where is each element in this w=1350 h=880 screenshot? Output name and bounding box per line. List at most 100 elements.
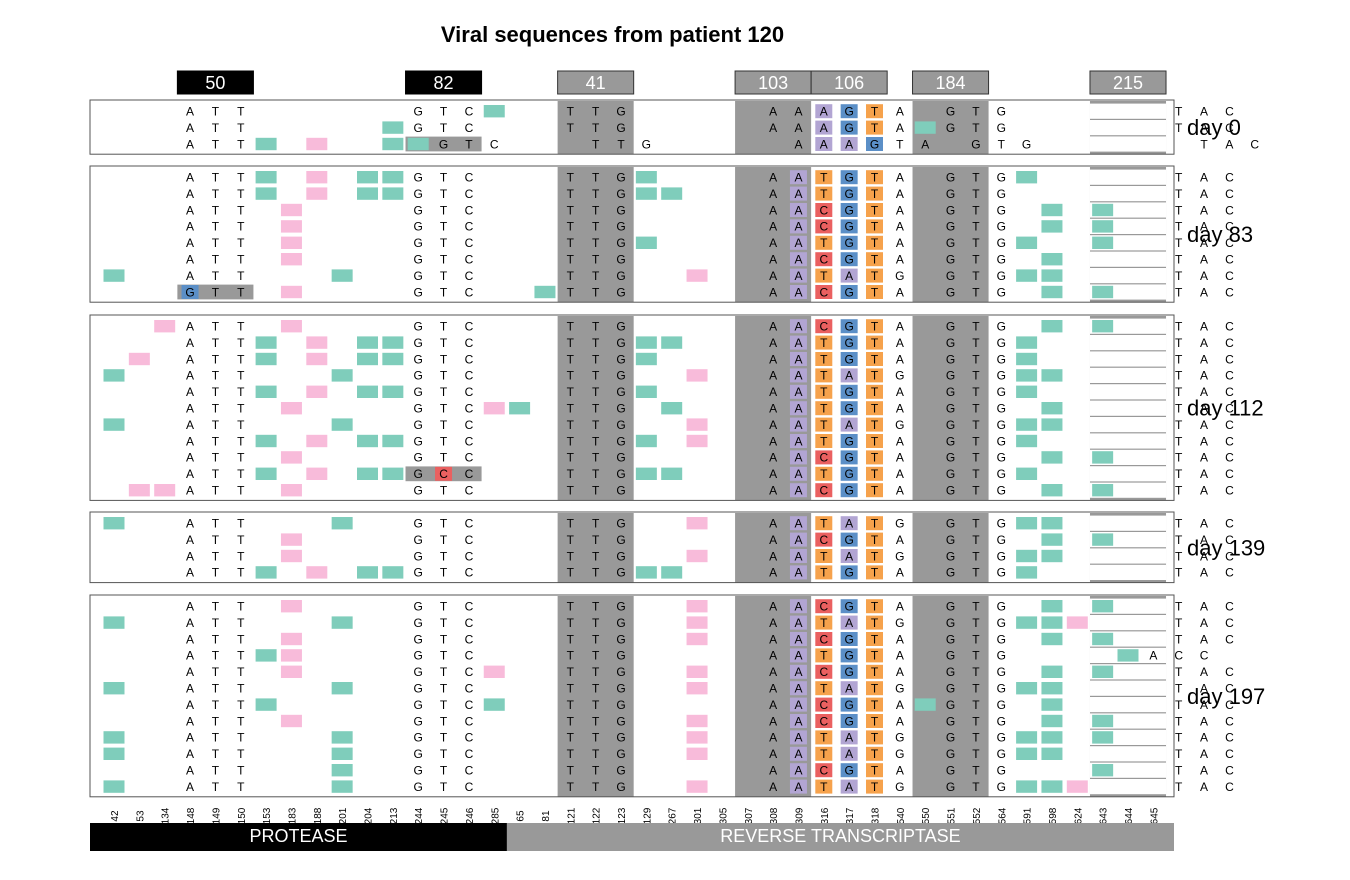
nucleotide-T: T — [212, 451, 220, 465]
nucleotide-G: G — [997, 320, 1006, 334]
nucleotide-G: G — [997, 187, 1006, 201]
nucleotide-A: A — [186, 616, 194, 630]
nucleotide-A: A — [896, 320, 904, 334]
nucleotide-A: A — [769, 187, 777, 201]
nucleotide-T: T — [237, 764, 245, 778]
nucleotide-G: G — [895, 269, 904, 283]
nucleotide-cell-C — [815, 697, 833, 712]
nucleotide-G: G — [414, 698, 423, 712]
position-label: 245 — [440, 807, 451, 824]
nucleotide-T: T — [237, 698, 245, 712]
nucleotide-A: A — [186, 434, 194, 448]
nucleotide-cell-T — [815, 466, 833, 481]
nucleotide-C: C — [1225, 434, 1234, 448]
nucleotide-C: C — [1225, 484, 1234, 498]
nucleotide-G: G — [616, 780, 625, 794]
nucleotide-T: T — [871, 451, 879, 465]
nucleotide-cell-T — [866, 401, 883, 416]
nucleotide-C: C — [1174, 649, 1183, 663]
nucleotide-cell-T — [866, 219, 883, 234]
nucleotide-cell-T — [866, 648, 883, 663]
nucleotide-C: C — [1225, 171, 1234, 185]
nucleotide-A: A — [769, 352, 777, 366]
nucleotide-C: C — [1225, 369, 1234, 383]
nucleotide-G: G — [997, 698, 1006, 712]
mutation-mark-high — [255, 467, 277, 480]
mutation-mark-high — [1092, 764, 1114, 777]
nucleotide-T: T — [567, 121, 575, 135]
mutant-codon-bg — [1089, 400, 1167, 416]
nucleotide-cell-A — [789, 434, 807, 448]
nucleotide-T: T — [212, 336, 220, 350]
mutation-mark-high — [1016, 269, 1038, 282]
nucleotide-cell-C — [815, 664, 833, 679]
nucleotide-T: T — [592, 285, 600, 299]
nucleotide-T: T — [440, 385, 448, 399]
nucleotide-G: G — [870, 137, 879, 151]
nucleotide-A: A — [896, 632, 904, 646]
nucleotide-C: C — [465, 533, 474, 547]
nucleotide-A: A — [186, 369, 194, 383]
nucleotide-G: G — [616, 253, 625, 267]
nucleotide-A: A — [1200, 385, 1208, 399]
nucleotide-A: A — [1200, 121, 1208, 135]
nucleotide-T: T — [237, 434, 245, 448]
nucleotide-G: G — [946, 566, 955, 580]
nucleotide-A: A — [896, 236, 904, 250]
mutation-mark-high — [1041, 269, 1063, 282]
mutation-mark-low — [154, 320, 176, 333]
position-label: 148 — [186, 807, 197, 824]
nucleotide-A: A — [769, 385, 777, 399]
nucleotide-A: A — [794, 137, 802, 151]
nucleotide-A: A — [820, 121, 828, 135]
nucleotide-T: T — [440, 236, 448, 250]
nucleotide-A: A — [186, 402, 194, 416]
mutant-codon-bg — [1089, 466, 1167, 482]
nucleotide-G: G — [946, 203, 955, 217]
mutation-mark-high — [635, 385, 657, 398]
nucleotide-G: G — [946, 352, 955, 366]
nucleotide-G: G — [844, 632, 853, 646]
nucleotide-cell-G — [840, 203, 858, 217]
nucleotide-G: G — [946, 402, 955, 416]
nucleotide-cell-G — [840, 235, 858, 250]
nucleotide-T: T — [592, 451, 600, 465]
nucleotide-T: T — [212, 385, 220, 399]
nucleotide-T: T — [212, 600, 220, 614]
nucleotide-cell-T — [866, 516, 883, 531]
nucleotide-T: T — [820, 434, 828, 448]
nucleotide-T: T — [212, 187, 220, 201]
nucleotide-A: A — [794, 105, 802, 119]
nucleotide-T: T — [440, 451, 448, 465]
mutation-mark-high — [382, 336, 404, 349]
nucleotide-G: G — [414, 780, 423, 794]
mutation-mark-high — [1016, 467, 1038, 480]
nucleotide-T: T — [972, 764, 980, 778]
position-label: 42 — [110, 810, 121, 822]
mutant-codon-bg — [1089, 103, 1167, 119]
nucleotide-cell-G — [181, 285, 199, 299]
nucleotide-cell-T — [815, 384, 833, 399]
nucleotide-T: T — [871, 187, 879, 201]
mutation-mark-high — [1016, 780, 1038, 793]
mutation-mark-high — [357, 336, 378, 349]
nucleotide-T: T — [567, 566, 575, 580]
mutation-mark-high — [255, 137, 277, 151]
mutation-mark-high — [382, 385, 404, 398]
nucleotide-cell-A — [789, 483, 807, 498]
nucleotide-A: A — [186, 418, 194, 432]
nucleotide-G: G — [997, 269, 1006, 283]
mutation-mark-high — [382, 467, 404, 480]
nucleotide-cell-T — [866, 352, 883, 366]
nucleotide-G: G — [946, 121, 955, 135]
nucleotide-C: C — [1225, 780, 1234, 794]
nucleotide-T: T — [871, 616, 879, 630]
mutation-mark-high — [1041, 220, 1063, 233]
nucleotide-A: A — [1200, 285, 1208, 299]
nucleotide-T: T — [972, 698, 980, 712]
nucleotide-A: A — [1200, 269, 1208, 283]
nucleotide-G: G — [946, 665, 955, 679]
nucleotide-G: G — [844, 566, 853, 580]
nucleotide-G: G — [414, 105, 423, 119]
mutation-mark-low — [280, 220, 302, 233]
